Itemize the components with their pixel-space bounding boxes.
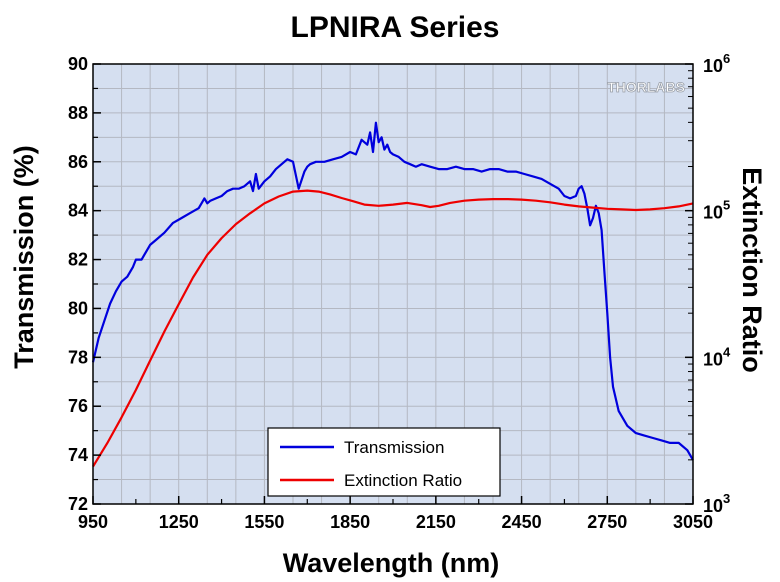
y2-tick-label: 105 — [703, 198, 730, 223]
y-tick-label: 76 — [68, 396, 88, 416]
series-line-transmission — [91, 121, 694, 461]
y2-tick-label: 106 — [703, 51, 730, 76]
y-tick-label: 90 — [68, 54, 88, 74]
y2-tick-label: 104 — [703, 344, 731, 369]
y-tick-label: 72 — [68, 494, 88, 514]
x-axis: 950 1250 1550 1850 2150 2450 2750 3050 — [78, 496, 713, 532]
y-tick-label: 80 — [68, 298, 88, 318]
y-tick-label: 78 — [68, 347, 88, 367]
chart-title: LPNIRA Series — [291, 11, 500, 44]
y-axis-title: Transmission (%) — [9, 145, 39, 369]
x-tick-label: 3050 — [673, 512, 713, 532]
x-tick-label: 1250 — [159, 512, 199, 532]
y-axis-left: 72 74 76 78 80 82 84 86 88 90 — [68, 54, 101, 514]
thorlabs-watermark: THORLABS — [607, 79, 685, 95]
y-tick-label: 84 — [68, 201, 88, 221]
series-line-extinction-ratio — [92, 189, 694, 468]
y-tick-label: 82 — [68, 250, 88, 270]
y-tick-label: 88 — [68, 103, 88, 123]
x-tick-label: 1850 — [330, 512, 370, 532]
y2-axis-title: Extinction Ratio — [737, 167, 767, 373]
y-tick-label: 74 — [68, 445, 88, 465]
legend-label-extinction-ratio: Extinction Ratio — [344, 471, 462, 490]
x-tick-label: 2450 — [502, 512, 542, 532]
legend-box — [267, 427, 501, 497]
x-tick-label: 2750 — [587, 512, 627, 532]
y-tick-label: 86 — [68, 152, 88, 172]
x-tick-label: 2150 — [416, 512, 456, 532]
legend-label-transmission: Transmission — [344, 438, 444, 457]
y-axis-right: 103 104 105 106 — [685, 51, 731, 516]
x-axis-title: Wavelength (nm) — [283, 548, 500, 578]
y2-tick-label: 103 — [703, 491, 730, 516]
legend: Transmission Extinction Ratio — [267, 427, 501, 497]
series-layer — [91, 121, 694, 468]
x-tick-label: 1550 — [244, 512, 284, 532]
x-tick-label: 950 — [78, 512, 108, 532]
